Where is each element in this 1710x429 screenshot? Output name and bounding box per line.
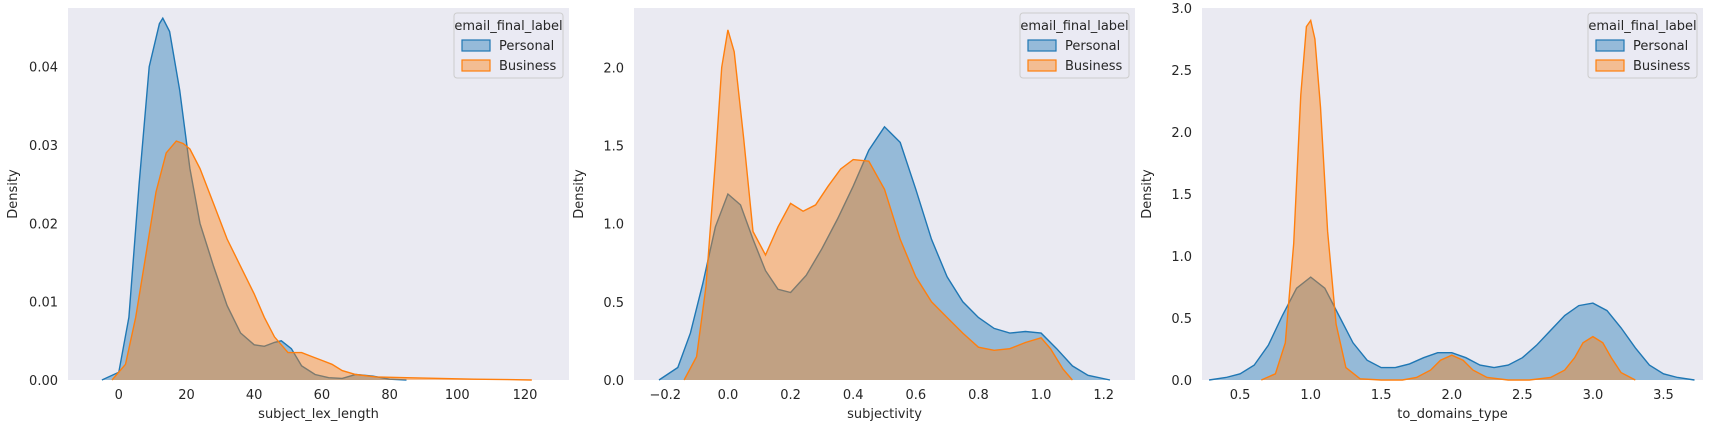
- density-line-personal: [1208, 276, 1695, 381]
- legend-title: email_final_label: [1020, 19, 1128, 34]
- y-axis-label: Density: [1140, 169, 1155, 219]
- legend-box: [1587, 12, 1698, 79]
- x-tick-label: 2.5: [1512, 388, 1533, 403]
- legend-box: [453, 12, 564, 79]
- density-area-business: [684, 29, 1073, 381]
- density-line-personal: [658, 125, 1111, 381]
- x-tick-label: 1.2: [1093, 388, 1114, 403]
- legend-title: email_final_label: [1588, 19, 1696, 34]
- y-tick-label: 3.0: [1171, 2, 1192, 17]
- y-axis-label: Density: [572, 169, 587, 219]
- legend-item-business: Business: [1633, 59, 1691, 74]
- x-tick-label: 0.8: [968, 388, 989, 403]
- density-line-personal: [101, 16, 407, 381]
- x-tick-label: 80: [381, 388, 398, 403]
- x-tick-label: 0.6: [905, 388, 926, 403]
- density-area-personal: [101, 18, 407, 380]
- legend-item-business: Business: [1065, 59, 1123, 74]
- x-tick-label: 0.5: [1230, 388, 1251, 403]
- x-tick-label: 3.5: [1653, 388, 1674, 403]
- y-tick-label: 0.02: [29, 217, 58, 232]
- legend-item-personal: Personal: [1633, 39, 1688, 54]
- density-line-business: [111, 140, 532, 381]
- chart-panel-2: −0.2 0.0 0.2 0.4 0.6 0.8 1.0 1.2 0.0 0.5 1.0 1.5 2.0…: [572, 8, 1135, 422]
- y-tick-label: 0.01: [29, 296, 58, 311]
- x-tick-label: 0.0: [718, 388, 739, 403]
- density-area-business: [112, 141, 532, 380]
- y-tick-label: 0.5: [1171, 312, 1192, 327]
- legend-swatch-personal: [461, 39, 491, 52]
- legend-item-personal: Personal: [1065, 39, 1120, 54]
- x-tick-label: 1.0: [1300, 388, 1321, 403]
- legend-swatch-personal: [1595, 39, 1625, 52]
- legend-item-personal: Personal: [499, 39, 554, 54]
- x-axis-label: subject_lex_length: [258, 407, 379, 422]
- x-tick-label: 60: [314, 388, 331, 403]
- density-area-business: [1261, 20, 1636, 381]
- y-tick-label: 0.03: [29, 139, 58, 154]
- x-tick-label: 40: [246, 388, 263, 403]
- x-axis-label: to_domains_type: [1397, 407, 1508, 422]
- x-tick-label: 0: [115, 388, 123, 403]
- x-tick-label: −0.2: [650, 388, 682, 403]
- x-tick-label: 20: [178, 388, 195, 403]
- legend-box: [1019, 12, 1130, 79]
- legend: email_final_label Personal Business: [453, 12, 564, 79]
- density-line-business: [1261, 18, 1636, 381]
- y-tick-label: 1.0: [1171, 250, 1192, 265]
- x-tick-label: 0.2: [780, 388, 801, 403]
- x-tick-label: 2.0: [1441, 388, 1462, 403]
- legend-swatch-business: [1595, 59, 1625, 72]
- y-tick-label: 1.0: [603, 218, 624, 233]
- y-tick-label: 0.0: [1171, 374, 1192, 389]
- y-axis-label: Density: [6, 169, 21, 219]
- y-tick-label: 0.00: [29, 374, 58, 389]
- density-line-business: [683, 29, 1073, 381]
- x-tick-label: 100: [445, 388, 470, 403]
- y-tick-label: 2.5: [1171, 64, 1192, 79]
- density-area-personal: [1209, 277, 1695, 380]
- x-tick-label: 3.0: [1583, 388, 1604, 403]
- legend-swatch-personal: [1027, 39, 1057, 52]
- chart-panel-1: 0 20 40 60 80 100 120 0.00 0.01 0.02 0.03 0.04 subje…: [6, 8, 569, 422]
- legend: email_final_label Personal Business: [1019, 12, 1130, 79]
- y-tick-label: 1.5: [603, 140, 624, 155]
- x-axis-label: subjectivity: [847, 407, 922, 422]
- y-tick-label: 0.5: [603, 296, 624, 311]
- y-tick-label: 0.04: [29, 61, 58, 76]
- chart-panel-3: 0.5 1.0 1.5 2.0 2.5 3.0 3.5 0.0 0.5 1.0 1.5 2.0 2.5 3…: [1140, 2, 1703, 422]
- legend-swatch-business: [461, 59, 491, 72]
- legend: email_final_label Personal Business: [1587, 12, 1698, 79]
- y-tick-label: 2.0: [1171, 126, 1192, 141]
- y-tick-label: 0.0: [603, 374, 624, 389]
- legend-swatch-business: [1027, 59, 1057, 72]
- x-tick-label: 1.5: [1371, 388, 1392, 403]
- density-area-personal: [659, 126, 1110, 380]
- legend-item-business: Business: [499, 59, 557, 74]
- x-tick-label: 0.4: [843, 388, 864, 403]
- x-tick-label: 1.0: [1031, 388, 1052, 403]
- x-tick-label: 120: [513, 388, 538, 403]
- y-tick-label: 2.0: [603, 61, 624, 76]
- legend-title: email_final_label: [454, 19, 562, 34]
- y-tick-label: 1.5: [1171, 188, 1192, 203]
